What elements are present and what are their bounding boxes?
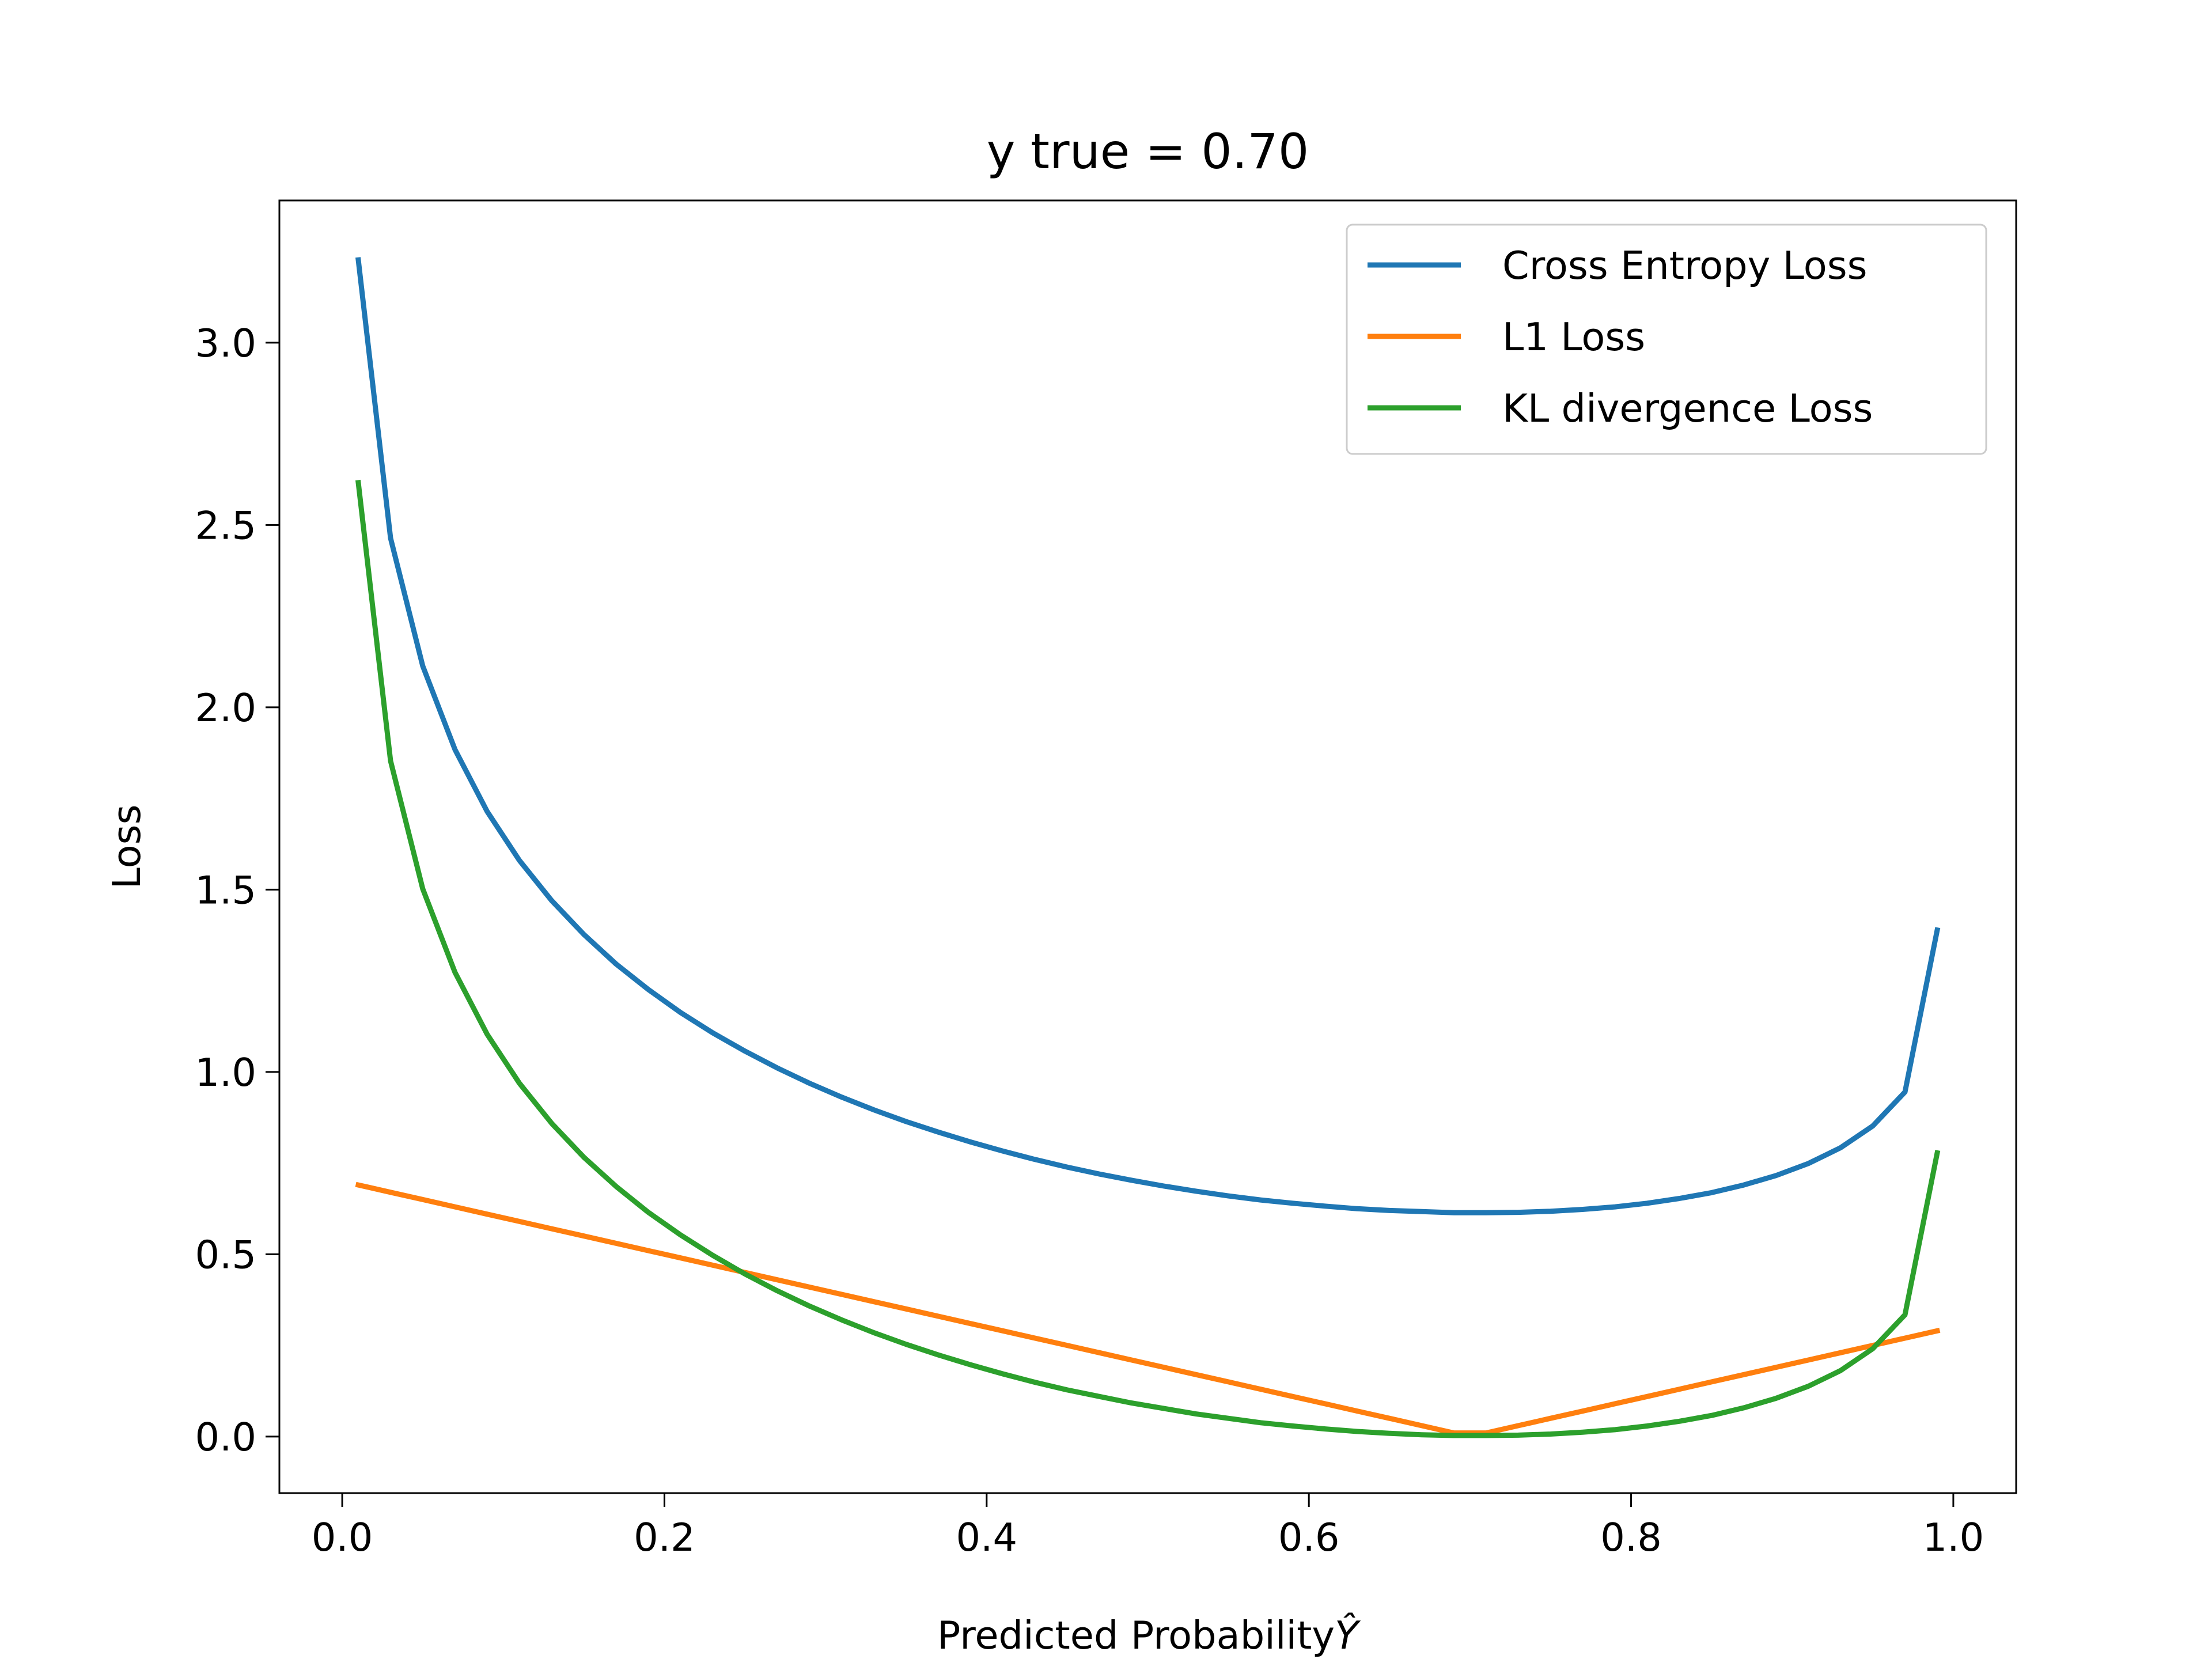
x-tick-label: 0.0 [312,1515,373,1560]
y-axis-title: Loss [104,805,149,889]
x-axis-title: Predicted ProbabilityŶ [937,1612,1361,1658]
y-axis-ticks: 0.0 0.5 1.0 1.5 2.0 2.5 3.0 [195,321,279,1460]
plot-lines [355,257,1941,1438]
series-line-3 [355,479,1941,1438]
y-tick-label: 2.0 [195,685,256,730]
x-tick-label: 0.6 [1278,1515,1340,1560]
series-line-1 [355,257,1941,1215]
x-tick-label: 0.4 [956,1515,1018,1560]
y-tick-label: 2.5 [195,503,256,548]
y-tick-label: 1.0 [195,1050,256,1095]
x-axis-title-symbol: Ŷ [1335,1612,1361,1658]
x-tick-label: 0.8 [1600,1515,1662,1560]
y-tick-label: 1.5 [195,868,256,912]
y-tick-label: 3.0 [195,321,256,366]
chart-title: y true = 0.70 [987,123,1309,180]
y-tick-label: 0.5 [195,1232,256,1277]
x-tick-label: 1.0 [1923,1515,1984,1560]
legend-box [1346,224,1987,455]
x-axis-ticks: 0.0 0.2 0.4 0.6 0.8 1.0 [312,1493,1984,1560]
x-tick-label: 0.2 [634,1515,695,1560]
x-axis-title-text: Predicted Probability [937,1613,1335,1658]
legend-label: L1 Loss [1502,315,1645,359]
y-tick-label: 0.0 [195,1415,256,1460]
legend-label: KL divergence Loss [1502,386,1873,431]
legend: Cross Entropy Loss L1 Loss KL divergence L… [1346,224,1987,455]
plot-frame [278,199,2017,1494]
series-line-2 [355,1181,1941,1436]
legend-label: Cross Entropy Loss [1502,243,1868,288]
